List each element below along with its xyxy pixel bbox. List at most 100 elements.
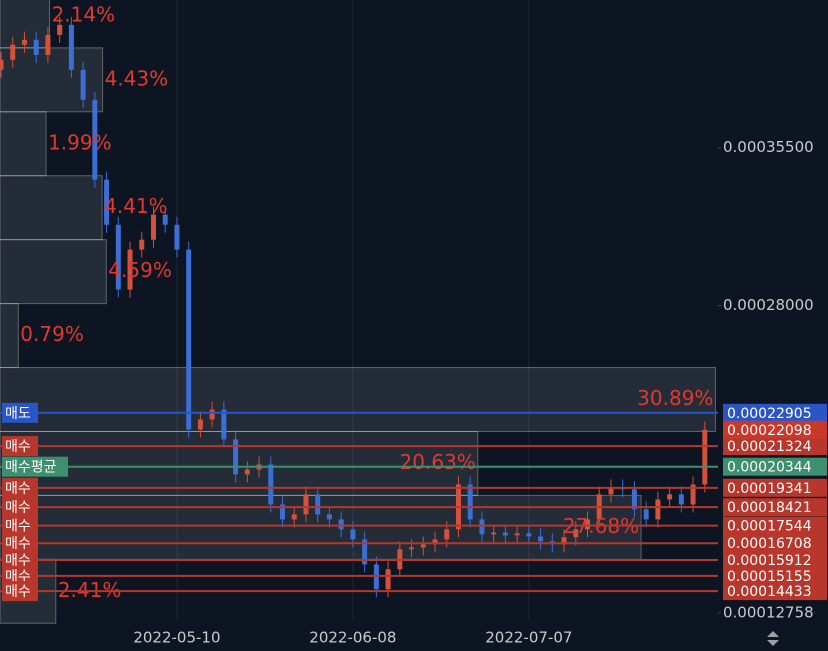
price-tag xyxy=(723,498,827,517)
candle-body xyxy=(326,514,332,520)
profile-label: 20.63% xyxy=(400,450,476,474)
price-label: 0.00019341 xyxy=(727,481,812,497)
arrow-down xyxy=(767,640,779,646)
arrow-up xyxy=(767,631,779,637)
candle-body xyxy=(233,439,239,475)
x-tick-label: 2022-06-08 xyxy=(309,629,396,647)
candle-body xyxy=(280,504,286,520)
candle-body xyxy=(45,34,51,55)
price-tag xyxy=(723,437,827,456)
candle-body xyxy=(585,519,590,530)
order-tag xyxy=(2,565,38,586)
price-label: 0.00016708 xyxy=(727,536,812,552)
candle-body xyxy=(139,239,145,250)
order-label: 매수 xyxy=(5,569,31,585)
candle-body xyxy=(491,532,497,535)
candle-body xyxy=(643,509,649,520)
price-label: 0.00017544 xyxy=(727,519,812,535)
last-price-tag xyxy=(723,420,827,439)
candle-body xyxy=(291,514,297,520)
candle-body xyxy=(667,494,673,500)
profile-label: 2.41% xyxy=(58,578,122,602)
order-tag xyxy=(2,436,38,457)
candle-body xyxy=(162,214,168,225)
candle-body xyxy=(80,69,86,100)
profile-bar xyxy=(0,430,479,496)
candle-body xyxy=(244,469,250,475)
price-tag xyxy=(723,478,827,497)
candle-body xyxy=(362,539,368,565)
price-label: 0.00022905 xyxy=(727,406,812,422)
profile-label: 4.43% xyxy=(105,66,169,90)
candle-body xyxy=(514,533,520,536)
price-label: 0.00014433 xyxy=(727,584,812,600)
order-tag xyxy=(2,402,38,423)
candle-body xyxy=(303,494,309,515)
candle-body xyxy=(209,409,215,420)
candle-body xyxy=(432,539,438,545)
candle-body xyxy=(702,429,708,485)
order-label: 매수 xyxy=(5,439,31,455)
order-label: 매도 xyxy=(5,406,31,422)
candle-body xyxy=(561,537,567,545)
candle-body xyxy=(68,24,74,70)
profile-label: 2.14% xyxy=(52,2,116,26)
y-tick-label: 0.00028000 xyxy=(723,296,814,314)
candle-body xyxy=(655,499,661,520)
candle-body xyxy=(350,529,356,540)
profile-label: 4.59% xyxy=(108,258,172,282)
last-price-label: 0.00022098 xyxy=(727,423,812,439)
candle-body xyxy=(690,484,696,505)
candle-body xyxy=(57,24,63,35)
order-tag xyxy=(2,515,38,536)
candle-body xyxy=(420,544,426,548)
profile-bar xyxy=(0,175,103,241)
candle-body xyxy=(631,489,637,510)
order-tag xyxy=(2,581,38,602)
price-label: 0.00015912 xyxy=(727,553,812,569)
candle-body xyxy=(174,224,180,250)
order-label: 매수평균 xyxy=(5,460,57,476)
order-label: 매수 xyxy=(5,481,31,497)
candle-body xyxy=(0,59,4,70)
price-label: 0.00021324 xyxy=(727,439,812,455)
profile-bar xyxy=(0,47,104,113)
order-tag xyxy=(2,497,38,518)
candle-body xyxy=(197,419,203,430)
candle-body xyxy=(104,179,110,225)
price-label: 0.00020344 xyxy=(727,460,812,476)
candle-body xyxy=(127,249,133,290)
order-label: 매수 xyxy=(5,500,31,516)
profile-label: 1.99% xyxy=(48,130,112,154)
price-tag xyxy=(723,534,827,553)
order-label: 매수 xyxy=(5,553,31,569)
candle-body xyxy=(385,569,391,590)
candle-body xyxy=(338,519,344,530)
profile-bar xyxy=(0,111,47,177)
price-label: 0.00018421 xyxy=(727,500,812,516)
price-label: 0.00015155 xyxy=(727,569,812,585)
candle-body xyxy=(150,214,156,240)
candle-body xyxy=(33,39,39,55)
candle-body xyxy=(186,249,192,430)
order-tag xyxy=(2,456,68,477)
candle-body xyxy=(268,464,274,505)
order-tag xyxy=(2,549,38,570)
profile-bar xyxy=(0,367,716,432)
price-tag xyxy=(723,566,827,585)
candle-body xyxy=(115,224,121,290)
candle-body xyxy=(678,494,684,505)
profile-bar xyxy=(0,494,642,560)
candle-body xyxy=(221,409,227,440)
candle-body xyxy=(92,99,98,180)
candle-body xyxy=(315,494,321,515)
order-tag xyxy=(2,477,38,498)
profile-bar xyxy=(0,239,107,305)
profile-label: 0.79% xyxy=(20,322,84,346)
order-label: 매수 xyxy=(5,536,31,552)
profile-label: 30.89% xyxy=(637,386,713,410)
x-tick-label: 2022-05-10 xyxy=(133,629,220,647)
scale-toggle[interactable] xyxy=(767,631,779,646)
price-tag xyxy=(723,550,827,569)
